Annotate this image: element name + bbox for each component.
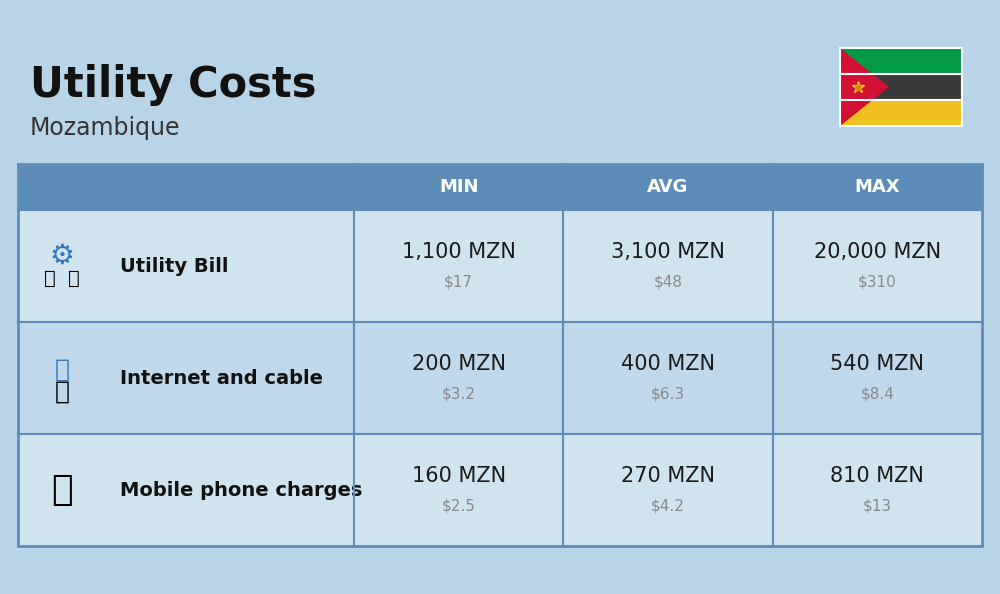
FancyBboxPatch shape: [840, 100, 962, 126]
Text: $13: $13: [863, 498, 892, 513]
Text: ⚙: ⚙: [50, 242, 74, 270]
Text: $3.2: $3.2: [442, 387, 476, 402]
Polygon shape: [840, 48, 889, 126]
FancyBboxPatch shape: [18, 164, 982, 210]
Text: 200 MZN: 200 MZN: [412, 354, 506, 374]
FancyBboxPatch shape: [18, 322, 982, 434]
Text: Internet and cable: Internet and cable: [120, 368, 323, 387]
Text: $4.2: $4.2: [651, 498, 685, 513]
Text: 📶: 📶: [54, 358, 70, 382]
FancyBboxPatch shape: [840, 74, 962, 100]
Text: Utility Bill: Utility Bill: [120, 257, 228, 276]
Text: Mobile phone charges: Mobile phone charges: [120, 481, 362, 500]
Text: Utility Costs: Utility Costs: [30, 64, 316, 106]
Text: 🖨: 🖨: [54, 380, 70, 404]
Text: 1,100 MZN: 1,100 MZN: [402, 242, 516, 262]
Text: MAX: MAX: [855, 178, 900, 196]
Text: $310: $310: [858, 274, 897, 289]
Text: Mozambique: Mozambique: [30, 116, 180, 140]
Text: 400 MZN: 400 MZN: [621, 354, 715, 374]
Text: 📱: 📱: [51, 473, 73, 507]
Text: 540 MZN: 540 MZN: [830, 354, 924, 374]
Text: 3,100 MZN: 3,100 MZN: [611, 242, 725, 262]
FancyBboxPatch shape: [18, 210, 982, 322]
Text: $6.3: $6.3: [651, 387, 685, 402]
Text: 160 MZN: 160 MZN: [412, 466, 506, 486]
Text: 810 MZN: 810 MZN: [830, 466, 924, 486]
Text: $8.4: $8.4: [860, 387, 894, 402]
Text: 270 MZN: 270 MZN: [621, 466, 715, 486]
Text: 💡: 💡: [68, 268, 80, 287]
Text: $17: $17: [444, 274, 473, 289]
Text: $2.5: $2.5: [442, 498, 476, 513]
Text: 20,000 MZN: 20,000 MZN: [814, 242, 941, 262]
Text: MIN: MIN: [439, 178, 478, 196]
Text: 🔌: 🔌: [44, 268, 56, 287]
Text: AVG: AVG: [647, 178, 689, 196]
FancyBboxPatch shape: [840, 48, 962, 74]
FancyBboxPatch shape: [18, 434, 982, 546]
Text: $48: $48: [654, 274, 682, 289]
